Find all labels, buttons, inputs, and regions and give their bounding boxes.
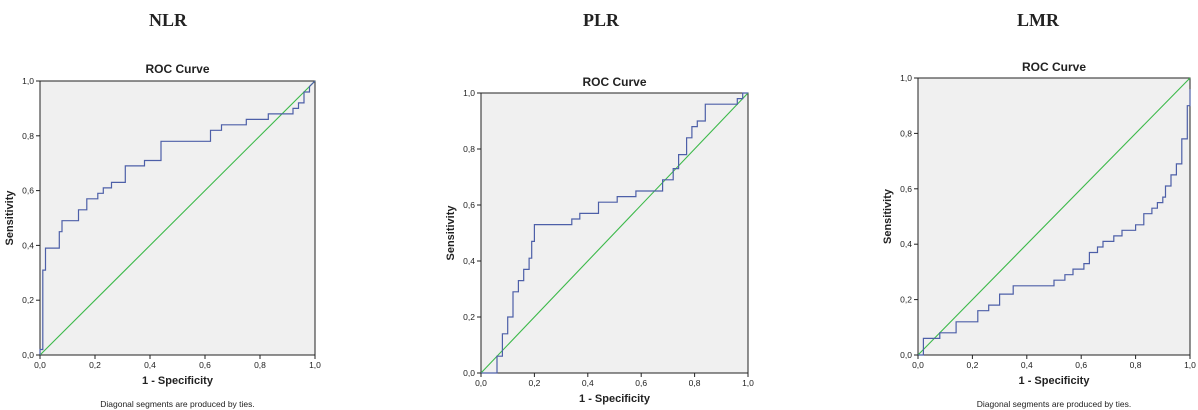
x-tick-label: 0,8 <box>254 360 266 370</box>
y-tick-label: 0,8 <box>463 144 475 154</box>
reference-diagonal <box>917 77 1191 356</box>
x-tick-label: 0,0 <box>912 360 924 370</box>
x-tick-label: 1,0 <box>742 378 754 388</box>
x-tick-label: 0,0 <box>34 360 46 370</box>
x-tick-label: 0,8 <box>689 378 701 388</box>
x-tick-label: 0,6 <box>1075 360 1087 370</box>
y-tick-label: 0,6 <box>22 186 34 196</box>
x-tick-label: 1,0 <box>1184 360 1196 370</box>
y-tick-label: 0,4 <box>22 240 34 250</box>
y-tick-label: 0,8 <box>22 131 34 141</box>
y-tick-label: 0,2 <box>463 312 475 322</box>
roc-chart-plr: PLR ROC Curve 0,0 0,2 0,4 0,6 0,8 1,0 0,0 0,2 0,4 0… <box>445 10 754 405</box>
chart-title: ROC Curve <box>582 75 646 89</box>
roc-curve-line <box>918 89 1191 356</box>
x-tick-label: 0,4 <box>144 360 156 370</box>
y-tick-label: 0,2 <box>900 295 912 305</box>
y-tick-label: 0,0 <box>900 350 912 360</box>
y-tick-label: 0,8 <box>900 128 912 138</box>
roc-curve-line <box>481 92 748 374</box>
reference-diagonal <box>480 92 749 374</box>
roc-curve-line <box>39 80 316 355</box>
roc-chart-nlr: NLR ROC Curve 0,0 0,2 0,4 0,6 0,8 1,0 0,0 0,2 0,4 0… <box>4 10 321 409</box>
y-axis-label: Sensitivity <box>882 188 894 244</box>
x-tick-label: 0,6 <box>199 360 211 370</box>
y-axis-label: Sensitivity <box>445 205 457 261</box>
y-tick-label: 0,4 <box>900 239 912 249</box>
y-tick-label: 0,2 <box>22 295 34 305</box>
chart-footnote: Diagonal segments are produced by ties. <box>977 399 1132 409</box>
x-tick-label: 0,4 <box>1021 360 1033 370</box>
x-tick-label: 0,8 <box>1130 360 1142 370</box>
y-axis-label: Sensitivity <box>4 190 16 246</box>
x-axis-label: 1 - Specificity <box>142 375 214 387</box>
x-tick-label: 0,2 <box>966 360 978 370</box>
y-tick-label: 0,0 <box>463 368 475 378</box>
chart-heading: PLR <box>583 10 620 30</box>
chart-footnote: Diagonal segments are produced by ties. <box>100 399 255 409</box>
roc-chart-lmr: LMR ROC Curve 0,0 0,2 0,4 0,6 0,8 1,0 0,0 0,2 0,4 0… <box>882 10 1196 409</box>
x-tick-label: 0,4 <box>582 378 594 388</box>
x-axis-label: 1 - Specificity <box>579 393 651 405</box>
chart-heading: NLR <box>149 10 188 30</box>
chart-title: ROC Curve <box>145 62 209 76</box>
y-tick-label: 1,0 <box>900 73 912 83</box>
y-tick-label: 0,0 <box>22 350 34 360</box>
reference-diagonal <box>39 80 316 356</box>
chart-heading: LMR <box>1017 10 1060 30</box>
chart-title: ROC Curve <box>1022 60 1086 74</box>
y-tick-label: 1,0 <box>22 76 34 86</box>
y-tick-label: 0,6 <box>900 184 912 194</box>
x-tick-label: 1,0 <box>309 360 321 370</box>
x-axis-label: 1 - Specificity <box>1019 375 1091 387</box>
x-tick-label: 0,2 <box>89 360 101 370</box>
x-tick-label: 0,2 <box>528 378 540 388</box>
x-tick-label: 0,0 <box>475 378 487 388</box>
x-tick-label: 0,6 <box>635 378 647 388</box>
y-tick-label: 0,4 <box>463 256 475 266</box>
y-tick-label: 1,0 <box>463 88 475 98</box>
y-tick-label: 0,6 <box>463 200 475 210</box>
